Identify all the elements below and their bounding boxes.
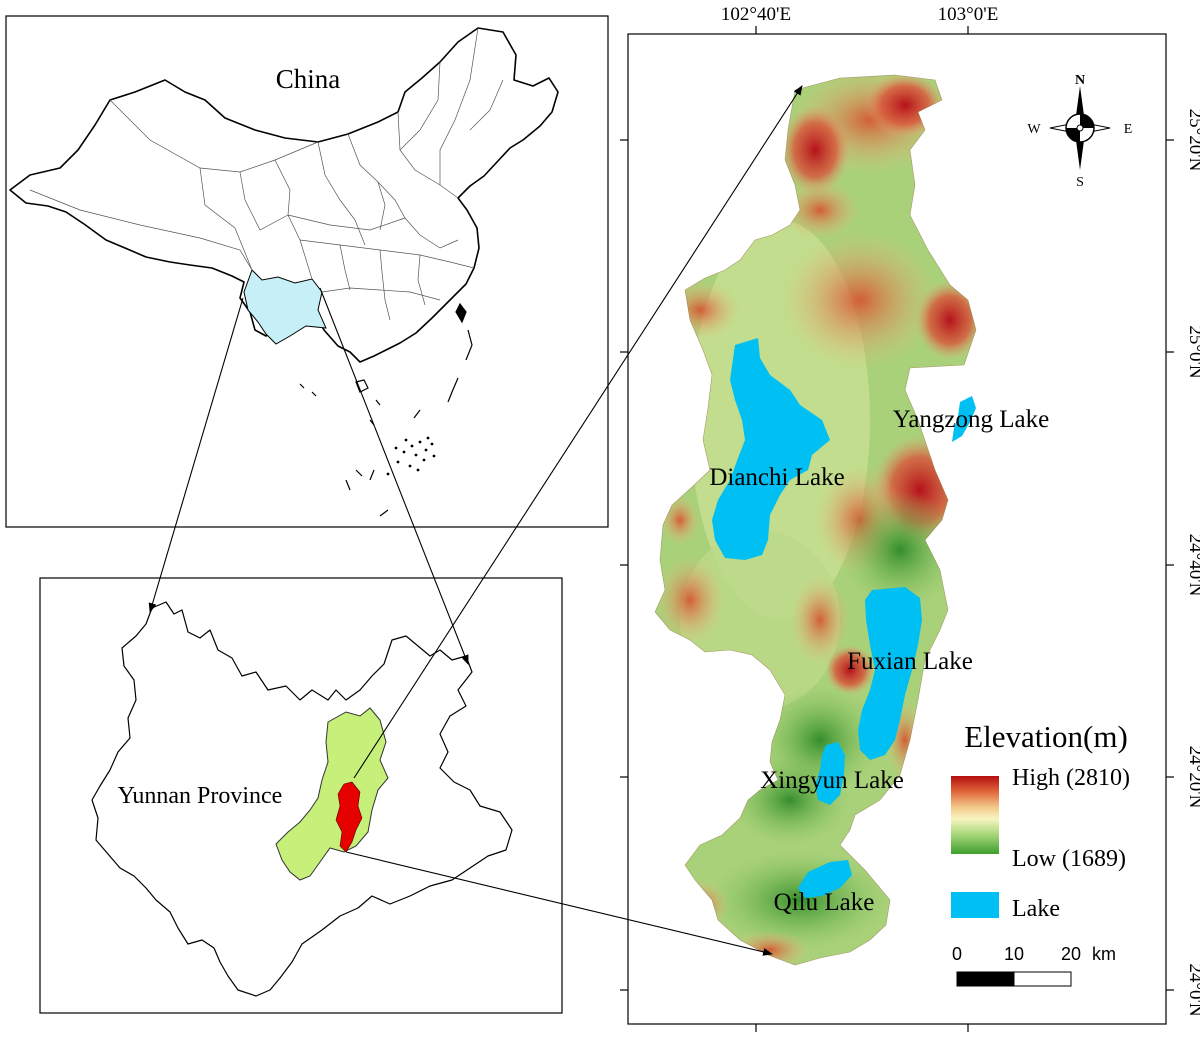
longitude-tick-1: 102°40'E (721, 4, 791, 25)
yangzong-lake-label: Yangzong Lake (893, 406, 1049, 433)
fuxian-lake-label: Fuxian Lake (847, 648, 973, 675)
arrow-yunnan-left (148, 297, 244, 613)
yunnan-panel: Yunnan Province (39, 577, 563, 1014)
arrow-basin-bottom (345, 851, 773, 956)
latitude-tick-2: 25°0'N (1185, 325, 1200, 379)
qilu-lake-shape (798, 860, 852, 898)
xingyun-lake-label: Xingyun Lake (760, 767, 904, 794)
china-outline (9, 27, 559, 363)
south-sea-islands (386, 436, 436, 476)
compass-rose: N S E W (1027, 73, 1132, 190)
china-title: China (276, 64, 341, 94)
compass-s: S (1076, 175, 1084, 190)
compass-e: E (1124, 122, 1133, 137)
connector-arrows (148, 85, 803, 956)
legend-title: Elevation(m) (964, 719, 1128, 754)
legend-lake-label: Lake (1012, 896, 1060, 922)
scale-segment-black (956, 971, 1015, 987)
lakes (712, 338, 976, 898)
latitude-tick-3: 24°40'N (1185, 534, 1200, 597)
scale-bar: 0 10 20 km (952, 944, 1116, 987)
scale-unit: km (1092, 944, 1116, 964)
yunnan-highlight (243, 269, 327, 345)
scale-tick-20: 20 (1061, 944, 1081, 964)
scale-tick-10: 10 (1004, 944, 1024, 964)
china-panel: China (5, 15, 609, 528)
arrow-basin-top (353, 85, 803, 779)
basin-region (335, 781, 363, 853)
legend-elevation-ramp (951, 776, 999, 854)
graticule-ticks (620, 26, 1174, 1032)
legend-high-label: High (2810) (1012, 765, 1130, 791)
yunnan-outline (91, 601, 513, 997)
yangzong-lake-body (952, 396, 976, 442)
study-area-region (275, 707, 389, 881)
longitude-tick-2: 103°0'E (938, 4, 999, 25)
legend-low-label: Low (1689) (1012, 846, 1126, 872)
basin-boundary (654, 74, 977, 966)
latitude-tick-4: 24°20'N (1185, 746, 1200, 809)
xingyun-lake-shape (815, 742, 845, 805)
latitude-tick-5: 24°0'N (1185, 963, 1200, 1017)
scale-segment-white (1013, 971, 1072, 987)
qilu-lake-label: Qilu Lake (774, 889, 875, 916)
main-map-panel: 102°40'E 103°0'E 25°20'N 25°0'N 24°40'N … (620, 4, 1200, 1032)
arrow-yunnan-right (319, 287, 469, 665)
legend: Elevation(m) High (2810) Low (1689) Lake (951, 719, 1130, 922)
dianchi-lake-label: Dianchi Lake (709, 464, 844, 491)
fuxian-lake-shape (858, 587, 922, 760)
dianchi-lake-shape (712, 338, 830, 560)
compass-w: W (1027, 122, 1041, 137)
compass-n: N (1075, 73, 1085, 88)
scale-tick-0: 0 (952, 944, 962, 964)
province-boundaries (29, 27, 504, 321)
latitude-tick-1: 25°20'N (1185, 109, 1200, 172)
legend-lake-swatch (951, 892, 999, 918)
yunnan-label: Yunnan Province (118, 783, 283, 809)
coastal-islands (299, 302, 473, 517)
